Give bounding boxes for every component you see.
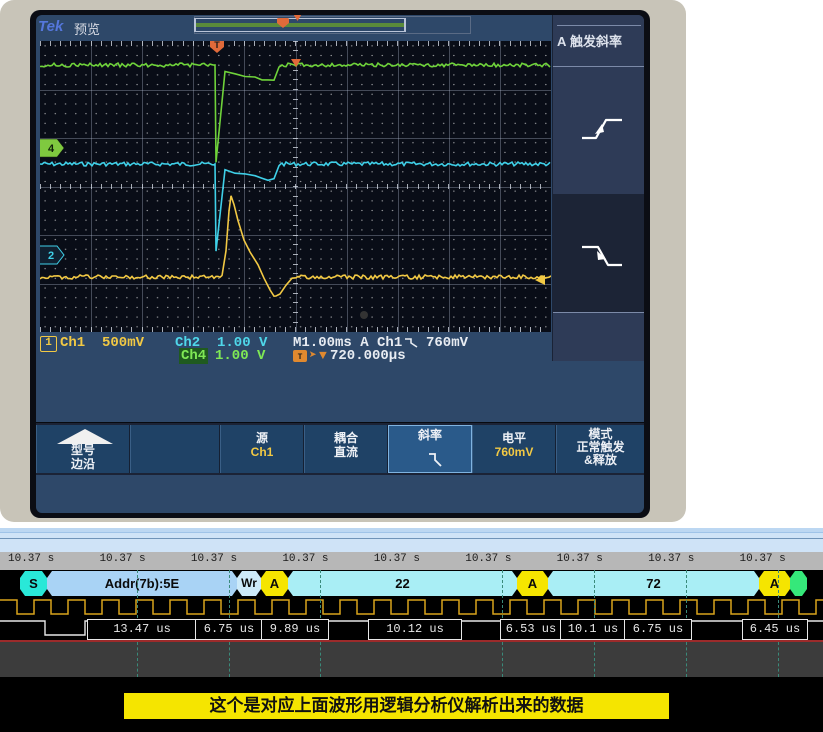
svg-text:4: 4 bbox=[48, 143, 55, 155]
svg-text:T: T bbox=[298, 353, 303, 362]
svg-text:T: T bbox=[214, 41, 220, 50]
svg-text:2: 2 bbox=[48, 250, 54, 262]
